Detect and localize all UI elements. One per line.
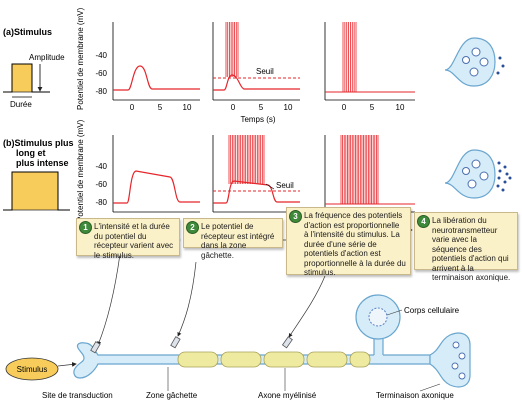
axon-terminal-b — [444, 149, 512, 199]
y-axis-label-a: Potentiel de membrane (mV) — [76, 7, 85, 110]
spike-train-a2 — [225, 22, 239, 77]
y-tick: -40 — [95, 51, 107, 60]
receptor-potential-trace — [113, 170, 200, 204]
y-tick: -40 — [95, 162, 107, 171]
x-tick: 0 — [342, 103, 347, 112]
duration-label: Durée — [10, 100, 32, 109]
spike-train-b2 — [228, 135, 265, 184]
panel-b-title-3: plus intense — [16, 158, 69, 168]
neuron-labels: Corps cellulaire Site de transduction Zo… — [42, 306, 460, 400]
stimulus-waveform-b — [3, 171, 70, 211]
plot-b2: Seuil — [212, 135, 300, 213]
x-tick: 5 — [158, 103, 163, 112]
plot-a1: 0 5 10 — [112, 22, 200, 112]
threshold-label: Seuil — [276, 181, 294, 190]
panel-b-label: (b)Stimulus plus — [3, 138, 74, 148]
step-2-text: Le potentiel de récepteur est intégré da… — [201, 222, 275, 260]
step-2-badge: 2 — [186, 221, 199, 234]
step-3-text: La fréquence des potentiels d'action est… — [304, 211, 406, 277]
axon-terminal-a — [444, 37, 505, 87]
y-tick: -60 — [95, 69, 107, 78]
y-tick: -60 — [95, 180, 107, 189]
receptor-potential-trace — [113, 65, 200, 91]
step-4-note: 4 La libération du neurotransmetteur var… — [414, 212, 518, 282]
x-tick: 10 — [396, 103, 405, 112]
y-ticks-a: -40 -60 -80 — [95, 51, 107, 96]
step-4-badge: 4 — [417, 215, 430, 228]
trigger-zone-label: Zone gâchette — [146, 391, 198, 400]
panel-a-label: (a)Stimulus — [3, 27, 52, 37]
neuron — [73, 294, 471, 388]
plot-a3: 0 5 10 — [324, 22, 415, 112]
threshold-pointer — [265, 183, 275, 190]
x-ticks: 0 5 10 — [342, 103, 405, 112]
electrode-probes — [90, 336, 293, 354]
myelinated-axon-label: Axone myélinisé — [258, 391, 317, 400]
step-3-note: 3 La fréquence des potentiels d'action e… — [286, 207, 411, 277]
y-axis-label-b: Potentiel de membrane (mV) — [76, 119, 85, 222]
x-ticks: 0 5 10 — [231, 103, 293, 112]
panel-b-title-2: long et — [16, 148, 46, 158]
axon-terminal — [429, 332, 471, 388]
y-tick: -80 — [95, 87, 107, 96]
transduction-site-label: Site de transduction — [42, 391, 113, 400]
stimulus-oval — [5, 357, 59, 381]
y-tick: -80 — [95, 198, 107, 207]
spike-train-a3 — [342, 22, 357, 92]
step-4-text: La libération du neurotransmetteur varie… — [432, 216, 511, 282]
step-1-badge: 1 — [79, 221, 92, 234]
x-tick: 0 — [231, 103, 236, 112]
threshold-label: Seuil — [256, 67, 274, 76]
axon-terminal-label: Terminaison axonique — [376, 391, 454, 400]
stimulus-waveform-a — [3, 63, 50, 93]
cell-body-label: Corps cellulaire — [404, 306, 460, 315]
stimulus-source: Stimulus — [5, 357, 77, 381]
step-3-badge: 3 — [289, 210, 302, 223]
x-axis-label: Temps (s) — [240, 115, 275, 124]
amplitude-label: Amplitude — [29, 53, 65, 62]
spike-train-b3 — [340, 135, 379, 204]
stimulus-box-a — [11, 63, 33, 93]
step-1-text: L'intensité et la durée du potentiel du … — [94, 222, 174, 260]
step-1-note: 1 L'intensité et la durée du potentiel d… — [76, 218, 180, 260]
plot-b1 — [112, 135, 200, 213]
plot-a2: Seuil 0 5 10 Temps (s) — [212, 22, 300, 124]
stimulus-label: Stimulus — [17, 365, 48, 374]
terminal-vesicles — [451, 341, 466, 380]
integrated-potential-trace — [213, 74, 300, 91]
x-tick: 10 — [183, 103, 192, 112]
x-tick: 0 — [130, 103, 135, 112]
step-2-note: 2 Le potentiel de récepteur est intégré … — [183, 218, 283, 260]
x-tick: 5 — [259, 103, 264, 112]
myelin-sheath — [177, 351, 371, 368]
x-ticks: 0 5 10 — [130, 103, 192, 112]
y-ticks-b: -40 -60 -80 — [95, 162, 107, 207]
x-tick: 10 — [284, 103, 293, 112]
x-tick: 5 — [370, 103, 375, 112]
nucleus — [368, 307, 388, 327]
stimulus-box-b — [11, 171, 59, 211]
